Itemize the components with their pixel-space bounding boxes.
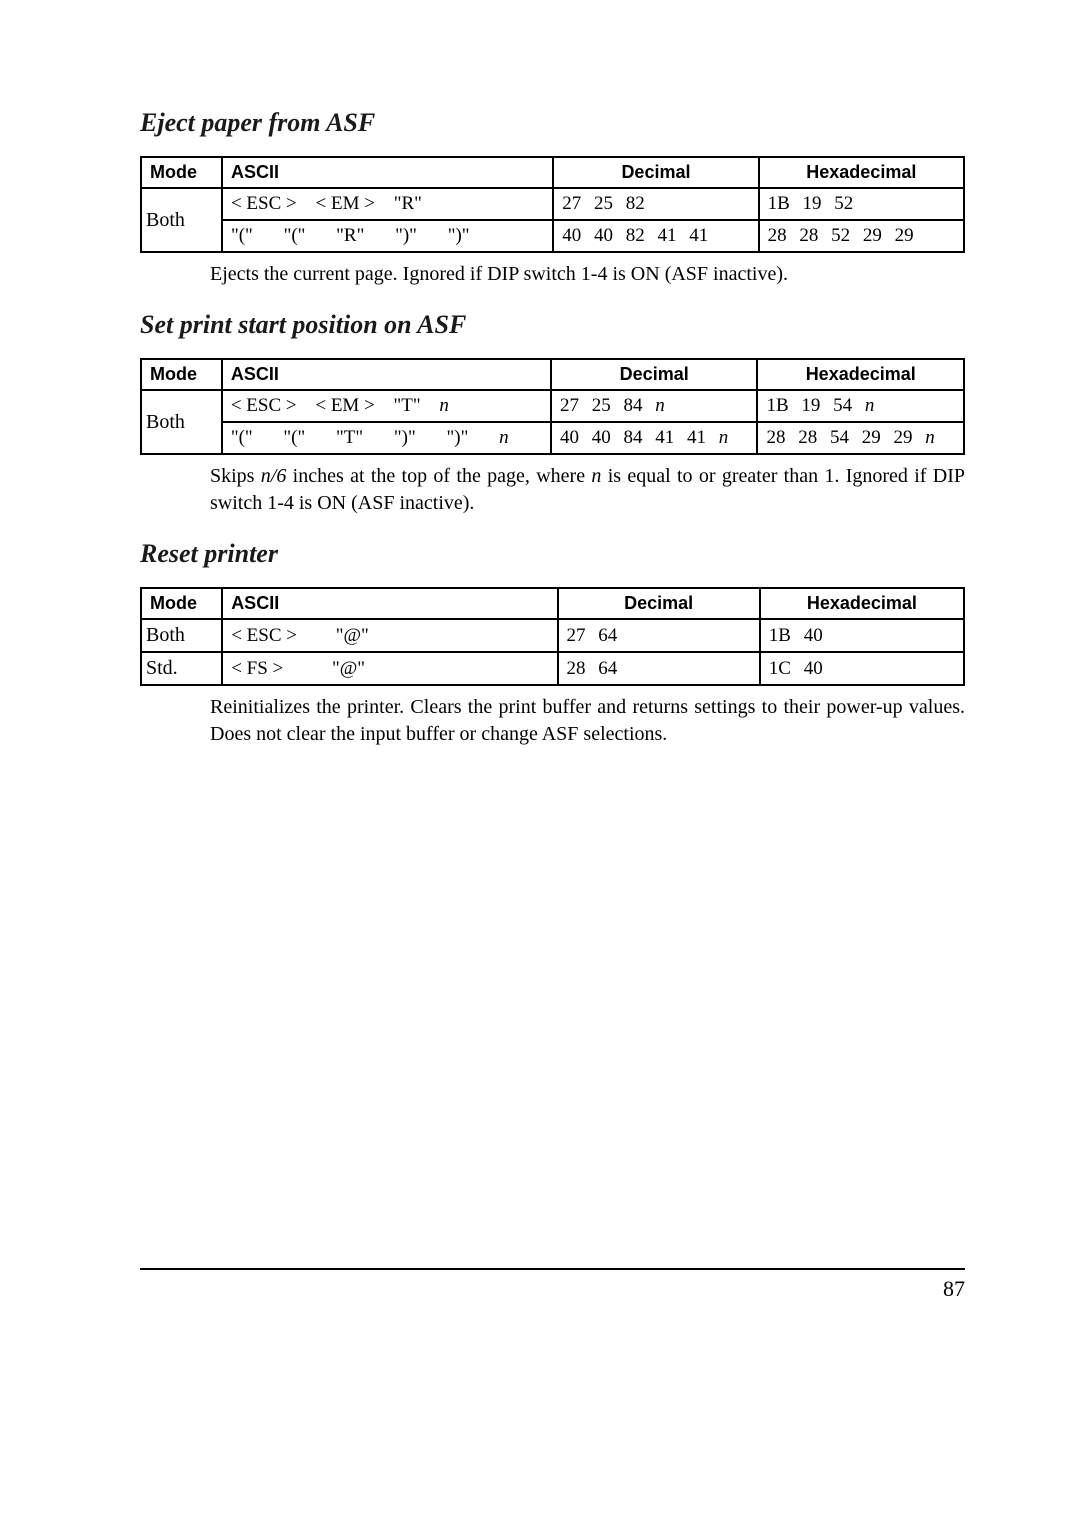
mode-cell: Both <box>141 188 222 252</box>
col-ascii: ASCII <box>222 588 557 619</box>
ascii-cell: "(" "(" "R" ")" ")" <box>222 220 553 252</box>
col-decimal: Decimal <box>551 359 758 390</box>
ascii-token: ")" <box>395 225 417 247</box>
table-header-row: Mode ASCII Decimal Hexadecimal <box>141 588 964 619</box>
note-part-italic: n/6 <box>261 465 287 487</box>
ascii-token-italic: n <box>499 427 509 449</box>
note-part: Skips <box>210 465 261 487</box>
table-header-row: Mode ASCII Decimal Hexadecimal <box>141 359 964 390</box>
page-number: 87 <box>943 1276 965 1301</box>
col-mode: Mode <box>141 359 222 390</box>
ascii-token: < ESC > <box>231 193 297 215</box>
note-reset: Reinitializes the printer. Clears the pr… <box>210 694 965 748</box>
col-mode: Mode <box>141 588 222 619</box>
ascii-cell: "(" "(" "T" ")" ")" n <box>222 422 551 454</box>
ascii-token: "T" <box>336 427 363 449</box>
table-row: Both < ESC > < EM > "R" 27 25 82 1B 19 5… <box>141 188 964 220</box>
ascii-token: < ESC > <box>231 625 297 647</box>
decimal-italic: n <box>655 395 665 416</box>
table-row: Both < ESC > < EM > "T" n 27 25 84 n 1B … <box>141 390 964 422</box>
col-hex: Hexadecimal <box>760 588 964 619</box>
ascii-cell: < ESC > < EM > "T" n <box>222 390 551 422</box>
hex-cell: 1B 40 <box>760 619 964 652</box>
table-row: "(" "(" "T" ")" ")" n 40 40 84 41 41 n 2… <box>141 422 964 454</box>
note-part-italic: n <box>591 465 601 487</box>
hex-cell: 1B 19 54 n <box>757 390 964 422</box>
ascii-token: "@" <box>332 658 365 680</box>
ascii-cell: < ESC > "@" <box>222 619 557 652</box>
decimal-cell: 40 40 82 41 41 <box>553 220 758 252</box>
ascii-token: "R" <box>336 225 364 247</box>
decimal-cell: 27 25 84 n <box>551 390 758 422</box>
ascii-token: ")" <box>448 225 470 247</box>
ascii-token: < EM > <box>315 395 374 417</box>
hex-values: 28 28 54 29 29 <box>766 427 912 448</box>
col-decimal: Decimal <box>558 588 760 619</box>
ascii-token: ")" <box>394 427 416 449</box>
col-hex: Hexadecimal <box>757 359 964 390</box>
hex-italic: n <box>925 427 935 448</box>
hex-italic: n <box>865 395 875 416</box>
section-heading-setpos: Set print start position on ASF <box>140 310 965 340</box>
section-heading-reset: Reset printer <box>140 539 965 569</box>
ascii-token: "(" <box>231 427 253 449</box>
mode-cell: Both <box>141 390 222 454</box>
col-ascii: ASCII <box>222 157 553 188</box>
note-setpos: Skips n/6 inches at the top of the page,… <box>210 463 965 517</box>
table-eject: Mode ASCII Decimal Hexadecimal Both < ES… <box>140 156 965 253</box>
ascii-token: "@" <box>336 625 369 647</box>
hex-cell: 1C 40 <box>760 652 964 685</box>
page-footer: 87 <box>140 1268 965 1302</box>
table-reset: Mode ASCII Decimal Hexadecimal Both < ES… <box>140 587 965 686</box>
ascii-token: < ESC > <box>231 395 297 417</box>
mode-cell: Std. <box>141 652 222 685</box>
note-eject: Ejects the current page. Ignored if DIP … <box>210 261 965 288</box>
decimal-values: 27 25 84 <box>560 395 643 416</box>
decimal-values: 40 40 84 41 41 <box>560 427 706 448</box>
hex-cell: 1B 19 52 <box>759 188 964 220</box>
table-header-row: Mode ASCII Decimal Hexadecimal <box>141 157 964 188</box>
section-heading-eject: Eject paper from ASF <box>140 108 965 138</box>
col-ascii: ASCII <box>222 359 551 390</box>
ascii-cell: < ESC > < EM > "R" <box>222 188 553 220</box>
mode-cell: Both <box>141 619 222 652</box>
table-setpos: Mode ASCII Decimal Hexadecimal Both < ES… <box>140 358 965 455</box>
table-row: Std. < FS > "@" 28 64 1C 40 <box>141 652 964 685</box>
ascii-token-italic: n <box>439 395 449 417</box>
col-hex: Hexadecimal <box>759 157 964 188</box>
decimal-cell: 27 25 82 <box>553 188 758 220</box>
ascii-token: < FS > <box>231 658 283 680</box>
ascii-token: < EM > <box>316 193 375 215</box>
table-row: Both < ESC > "@" 27 64 1B 40 <box>141 619 964 652</box>
decimal-cell: 27 64 <box>558 619 760 652</box>
ascii-cell: < FS > "@" <box>222 652 557 685</box>
table-row: "(" "(" "R" ")" ")" 40 40 82 41 41 28 28… <box>141 220 964 252</box>
ascii-token: "(" <box>283 427 305 449</box>
decimal-cell: 40 40 84 41 41 n <box>551 422 758 454</box>
note-part: inches at the top of the page, where <box>286 465 591 487</box>
hex-cell: 28 28 52 29 29 <box>759 220 964 252</box>
ascii-token: "(" <box>284 225 306 247</box>
hex-values: 1B 19 54 <box>766 395 852 416</box>
ascii-token: "T" <box>394 395 421 417</box>
ascii-token: "(" <box>231 225 253 247</box>
hex-cell: 28 28 54 29 29 n <box>757 422 964 454</box>
col-mode: Mode <box>141 157 222 188</box>
decimal-cell: 28 64 <box>558 652 760 685</box>
col-decimal: Decimal <box>553 157 758 188</box>
ascii-token: "R" <box>394 193 422 215</box>
ascii-token: ")" <box>446 427 468 449</box>
decimal-italic: n <box>719 427 729 448</box>
page-content: Eject paper from ASF Mode ASCII Decimal … <box>0 0 1080 1362</box>
